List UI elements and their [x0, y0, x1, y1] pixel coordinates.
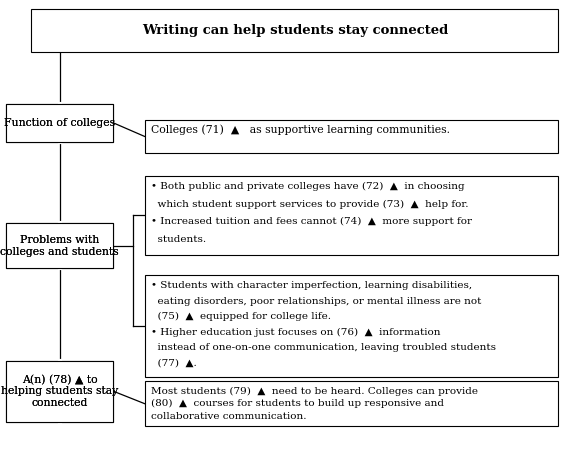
Text: eating disorders, poor relationships, or mental illness are not: eating disorders, poor relationships, or… [151, 297, 482, 306]
Text: Problems with
colleges and students: Problems with colleges and students [0, 235, 119, 257]
Text: instead of one-on-one communication, leaving troubled students: instead of one-on-one communication, lea… [151, 343, 496, 352]
Text: • Students with character imperfection, learning disabilities,: • Students with character imperfection, … [151, 281, 472, 290]
FancyBboxPatch shape [145, 120, 558, 153]
Text: (75)  ▲  equipped for college life.: (75) ▲ equipped for college life. [151, 313, 331, 322]
Text: Colleges (71)  ▲   as supportive learning communities.: Colleges (71) ▲ as supportive learning c… [151, 125, 450, 135]
FancyBboxPatch shape [6, 361, 113, 422]
FancyBboxPatch shape [145, 275, 558, 377]
FancyBboxPatch shape [6, 361, 113, 422]
Text: students.: students. [151, 235, 206, 244]
Text: A(n) (78) ▲ to
helping students stay
connected: A(n) (78) ▲ to helping students stay con… [1, 374, 118, 408]
Text: which student support services to provide (73)  ▲  help for.: which student support services to provid… [151, 200, 469, 209]
Text: A(n) (78) ▲ to
helping students stay
connected: A(n) (78) ▲ to helping students stay con… [1, 374, 118, 408]
Text: (80)  ▲  courses for students to build up responsive and: (80) ▲ courses for students to build up … [151, 399, 445, 408]
Text: • Higher education just focuses on (76)  ▲  information: • Higher education just focuses on (76) … [151, 328, 441, 337]
FancyBboxPatch shape [6, 104, 113, 142]
Text: Function of colleges: Function of colleges [4, 118, 115, 128]
Text: Function of colleges: Function of colleges [4, 118, 115, 128]
FancyBboxPatch shape [6, 223, 113, 268]
Text: Problems with
colleges and students: Problems with colleges and students [0, 235, 119, 257]
FancyBboxPatch shape [31, 9, 558, 52]
FancyBboxPatch shape [6, 104, 113, 142]
FancyBboxPatch shape [145, 176, 558, 255]
Text: Writing can help students stay connected: Writing can help students stay connected [142, 24, 448, 37]
Text: • Both public and private colleges have (72)  ▲  in choosing: • Both public and private colleges have … [151, 182, 465, 191]
Text: (77)  ▲.: (77) ▲. [151, 359, 197, 368]
Text: collaborative communication.: collaborative communication. [151, 412, 307, 421]
FancyBboxPatch shape [145, 381, 558, 426]
Text: • Increased tuition and fees cannot (74)  ▲  more support for: • Increased tuition and fees cannot (74)… [151, 217, 472, 226]
Text: Most students (79)  ▲  need to be heard. Colleges can provide: Most students (79) ▲ need to be heard. C… [151, 387, 479, 396]
FancyBboxPatch shape [6, 223, 113, 268]
